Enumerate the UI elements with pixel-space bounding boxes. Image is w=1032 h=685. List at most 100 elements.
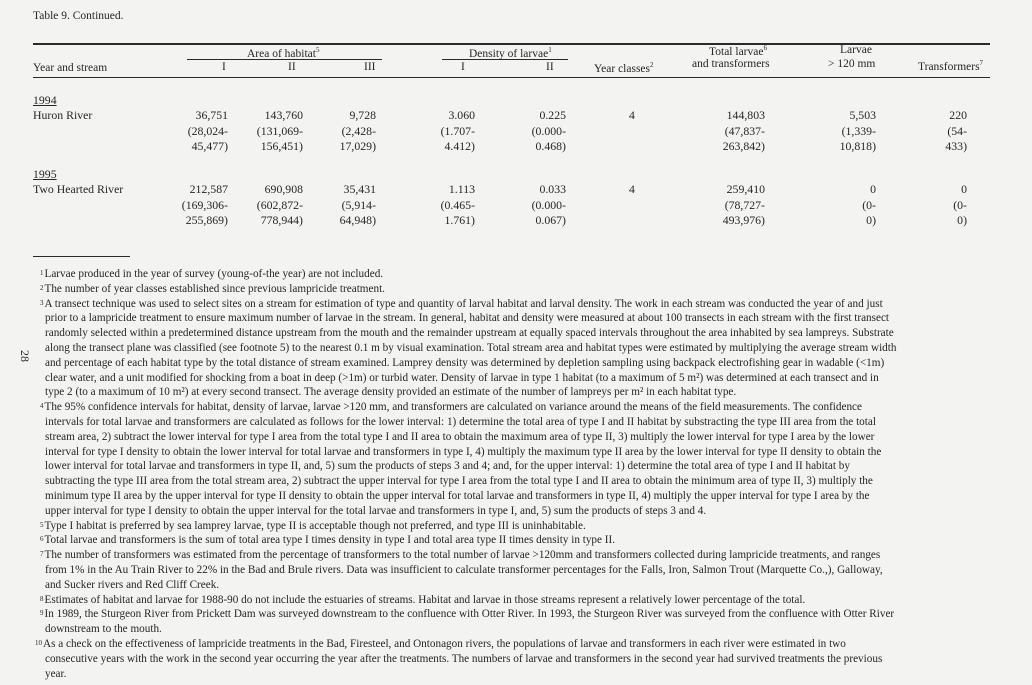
footnote: 7The number of transformers was estimate… xyxy=(40,549,881,562)
cell-total: 263,842) xyxy=(722,139,765,153)
cell-transformers: (54- xyxy=(947,123,967,138)
cell-total: 144,803 xyxy=(726,108,765,122)
footnote-continuation: along the transect plane was classified … xyxy=(45,342,897,354)
cell-area-III: (2,428- xyxy=(341,123,376,138)
cell-density-I: 1.113 xyxy=(448,182,475,196)
cell-transformers: 0) xyxy=(957,213,967,227)
cell-area-II: 156,451) xyxy=(260,139,303,153)
area-II-header: II xyxy=(288,61,296,73)
page-number: 28 xyxy=(18,350,32,362)
footnote: 1Larvae produced in the year of survey (… xyxy=(40,268,384,280)
footnote-continuation: randomly selected within a predetermined… xyxy=(45,327,894,340)
area-I-header: I xyxy=(222,61,226,73)
footnote: 2The number of year classes established … xyxy=(40,282,385,295)
cell-area-III: 35,431 xyxy=(343,182,376,196)
cell-area-I: (28,024- xyxy=(187,123,228,138)
footnote-continuation: lower interval for total larvae and tran… xyxy=(45,460,850,473)
cell-area-I: (169,306- xyxy=(181,197,228,212)
cell-larvae120: 10,818) xyxy=(839,139,876,153)
footnote-mark: 6 xyxy=(40,535,44,544)
cell-year-classes: 4 xyxy=(629,182,635,196)
footnote-continuation: clear water, and a unit modified for sho… xyxy=(45,371,879,384)
cell-area-III: 17,029) xyxy=(339,139,376,153)
area-group-rule xyxy=(187,59,382,60)
row-stream: Two Hearted River xyxy=(33,182,124,196)
row-year: 1995 xyxy=(33,167,57,181)
cell-transformers: 433) xyxy=(945,139,967,153)
row-stream: Huron River xyxy=(33,108,93,122)
larvae-120-header: Larvae xyxy=(840,44,872,56)
cell-density-I: 4.412) xyxy=(444,139,475,153)
total-larvae-header-line2: and transformers xyxy=(692,58,770,70)
footnote-mark: 9 xyxy=(40,609,44,618)
cell-area-II: (602,872- xyxy=(256,197,303,212)
footnote: 8Estimates of habitat and larvae for 198… xyxy=(40,593,806,606)
footnote-mark: 10 xyxy=(35,639,42,647)
cell-total: (47,837- xyxy=(724,123,765,138)
cell-area-I: 212,587 xyxy=(189,182,228,196)
footnote-mark: 2 xyxy=(40,283,44,292)
cell-density-I: 1.761) xyxy=(444,213,475,227)
cell-density-II: 0.468) xyxy=(535,139,566,153)
cell-area-II: 143,760 xyxy=(264,108,303,122)
cell-density-II: 0.225 xyxy=(539,108,566,122)
density-of-larvae-header: Density of larvae1 xyxy=(469,46,552,60)
cell-density-I: 3.060 xyxy=(448,108,475,122)
cell-area-III: 9,728 xyxy=(349,108,376,122)
cell-density-I: (1.707- xyxy=(440,123,475,138)
cell-year-classes: 4 xyxy=(629,108,635,122)
footnote-mark: 5 xyxy=(40,520,44,529)
cell-total: 493,976) xyxy=(722,213,765,227)
area-of-habitat-header: Area of habitat5 xyxy=(247,46,320,60)
cell-transformers: 0 xyxy=(961,182,967,196)
cell-total: 259,410 xyxy=(726,182,765,196)
footnote: 9In 1989, the Sturgeon River from Pricke… xyxy=(40,608,895,621)
cell-area-III: 64,948) xyxy=(339,213,376,227)
footnote-continuation: minimum type II area by the upper interv… xyxy=(45,490,870,502)
footnote-continuation: upper interval for type I density to obt… xyxy=(45,504,707,517)
footnote-mark: 3 xyxy=(40,298,44,307)
cell-area-I: 255,869) xyxy=(185,213,228,227)
footnote-continuation: type 2 (to a maximum of 10 m²) at every … xyxy=(45,386,737,399)
footnote-continuation: intervals for total larvae and transform… xyxy=(45,416,876,428)
cell-area-II: 778,944) xyxy=(260,213,303,227)
footnote-continuation: and Sucker rivers and Red Cliff Creek. xyxy=(45,578,220,591)
footnote-mark: 8 xyxy=(40,594,44,603)
cell-density-II: (0.000- xyxy=(531,123,566,138)
header-bottom-rule xyxy=(33,77,990,78)
cell-area-III: (5,914- xyxy=(341,197,376,212)
top-rule xyxy=(33,43,990,45)
footnote-continuation: prior to a lampricide treatment to ensur… xyxy=(45,312,890,325)
footnote-continuation: downstream to the mouth. xyxy=(45,623,162,636)
footnote-continuation: and percentage of each habitat type by t… xyxy=(45,356,885,369)
footnote-rule xyxy=(33,256,130,257)
cell-larvae120: (0- xyxy=(862,197,876,212)
row-year: 1994 xyxy=(33,93,57,107)
cell-area-I: 36,751 xyxy=(195,108,228,122)
cell-area-II: (131,069- xyxy=(256,123,303,138)
cell-density-II: (0.000- xyxy=(531,197,566,212)
density-I-header: I xyxy=(461,61,465,73)
density-group-rule xyxy=(442,59,568,60)
year-and-stream-header: Year and stream xyxy=(33,62,108,74)
table-caption: Table 9. Continued. xyxy=(33,10,124,22)
footnote: 3A transect technique was used to select… xyxy=(40,297,883,310)
footnote-continuation: year. xyxy=(45,667,67,680)
cell-area-I: 45,477) xyxy=(191,139,228,153)
cell-larvae120: (1,339- xyxy=(841,123,876,138)
total-larvae-header: Total larvae6 xyxy=(709,44,767,58)
footnote: 10As a check on the effectiveness of lam… xyxy=(35,638,846,650)
footnote: 6Total larvae and transformers is the su… xyxy=(40,534,616,547)
cell-area-II: 690,908 xyxy=(264,182,303,196)
cell-transformers: 220 xyxy=(949,108,967,122)
area-III-header: III xyxy=(364,61,376,73)
cell-density-II: 0.033 xyxy=(539,182,566,196)
footnote-continuation: subtracting the type III area from the t… xyxy=(45,475,873,488)
footnote-mark: 1 xyxy=(40,269,44,277)
cell-density-II: 0.067) xyxy=(535,213,566,227)
footnote-mark: 7 xyxy=(40,550,44,559)
footnote-continuation: stream area, 2) subtract the lower inter… xyxy=(45,430,875,443)
year-classes-header: Year classes2 xyxy=(594,61,654,75)
cell-density-I: (0.465- xyxy=(440,197,475,212)
footnote-continuation: from 1% in the Au Train River to 22% in … xyxy=(45,564,883,576)
